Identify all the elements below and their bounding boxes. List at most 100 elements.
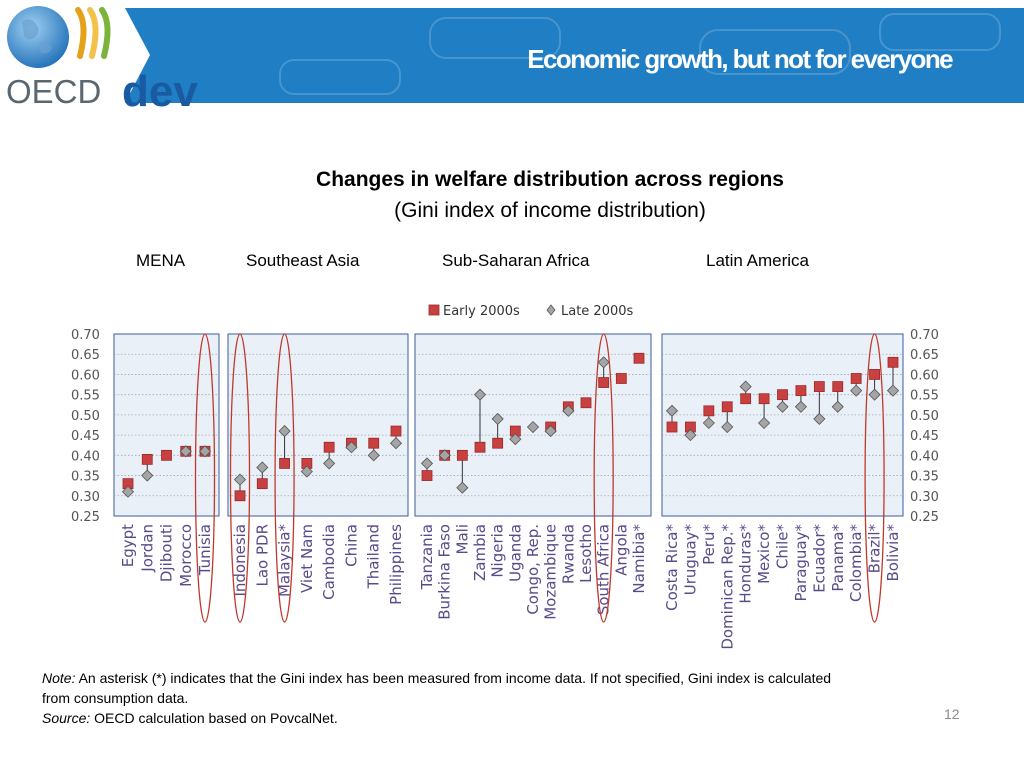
country-label-egypt: Egypt <box>119 524 137 567</box>
svg-text:dev: dev <box>122 67 198 108</box>
country-label-congo-rep: Congo, Rep. <box>524 524 542 615</box>
early-2000s-point <box>721 401 733 413</box>
header-banner: OECD dev <box>0 0 1024 108</box>
late-2000s-point <box>562 404 575 417</box>
y-tick-label-right: 0.35 <box>910 470 939 485</box>
y-tick-label-left: 0.55 <box>71 389 100 404</box>
y-tick-label-left: 0.35 <box>71 470 100 485</box>
country-label-mali: Mali <box>453 524 471 554</box>
panel-sub-saharan-africa: Tanzania Burkina Faso Mali Zambia Nigeria Uga… <box>414 333 652 623</box>
late-2000s-point <box>868 388 881 401</box>
svg-text:OECD: OECD <box>6 73 101 108</box>
early-2000s-point <box>615 373 627 384</box>
country-label-tanzania: Tanzania <box>418 524 436 590</box>
late-2000s-point <box>665 404 679 417</box>
late-2000s-point <box>121 485 135 498</box>
panel-southeast-asia: Indonesia Lao PDR Malaysia* Viet Nam Cambodi… <box>227 333 409 623</box>
legend-late-marker <box>546 304 556 316</box>
country-label-chile: Chile* <box>774 524 792 570</box>
late-2000s-point <box>886 384 900 397</box>
late-2000s-point <box>420 457 434 470</box>
late-2000s-point <box>198 445 212 458</box>
late-2000s-point <box>491 412 504 425</box>
slide-title: Economic growth, but not for everyone <box>527 44 953 74</box>
country-label-morocco: Morocco <box>177 524 195 587</box>
country-label-angola: Angola <box>612 524 630 576</box>
early-2000s-point <box>492 437 504 449</box>
early-2000s-point <box>279 458 290 469</box>
y-tick-label-left: 0.50 <box>71 409 100 424</box>
y-tick-label-left: 0.70 <box>71 328 100 343</box>
late-2000s-point <box>597 356 610 369</box>
globe-icon <box>7 6 69 68</box>
country-label-panama: Panama* <box>829 524 847 592</box>
country-label-brazil: Brazil* <box>866 524 884 574</box>
country-label-rwanda: Rwanda <box>559 524 577 584</box>
late-2000s-point <box>300 465 313 478</box>
country-label-jordan: Jordan <box>138 524 156 573</box>
late-2000s-point <box>544 425 557 438</box>
country-label-viet-nam: Viet Nam <box>298 524 316 593</box>
highlight-oval-malaysia <box>274 333 295 623</box>
highlight-oval-tunisia <box>194 333 216 623</box>
early-2000s-point <box>323 441 335 453</box>
late-2000s-point <box>850 384 863 397</box>
y-tick-label-right: 0.65 <box>910 348 939 363</box>
country-label-malaysia: Malaysia* <box>276 524 294 598</box>
late-2000s-point <box>141 469 154 482</box>
early-2000s-point <box>832 381 844 392</box>
chart-subtitle: (Gini index of income distribution) <box>394 199 706 222</box>
highlight-oval-indonesia <box>229 333 251 623</box>
early-2000s-point <box>758 393 770 405</box>
source-text: OECD calculation based on PovcalNet. <box>90 710 338 726</box>
late-2000s-point <box>233 473 247 486</box>
late-2000s-point <box>278 425 291 438</box>
country-label-djibouti: Djibouti <box>158 524 176 582</box>
early-2000s-point <box>421 470 433 481</box>
highlight-oval-south-africa <box>593 333 614 623</box>
late-2000s-point <box>509 433 522 446</box>
early-2000s-point <box>580 397 592 409</box>
early-2000s-point <box>368 437 380 449</box>
source-label: Source: <box>42 710 91 726</box>
oecd-logo: OECD dev <box>6 6 198 108</box>
y-tick-label-right: 0.55 <box>910 389 939 404</box>
early-2000s-point <box>390 425 402 437</box>
legend-early-marker <box>428 304 440 316</box>
late-2000s-point <box>179 445 192 458</box>
early-2000s-point <box>666 421 678 433</box>
country-label-paraguay: Paraguay* <box>792 524 810 602</box>
country-label-cambodia: Cambodia <box>320 524 338 600</box>
chart-title: Changes in welfare distribution across r… <box>316 168 784 191</box>
late-2000s-point <box>831 400 844 413</box>
early-2000s-point <box>777 389 788 401</box>
panel-background <box>661 333 904 517</box>
y-tick-label-left: 0.30 <box>71 490 100 505</box>
legend-late-label: Late 2000s <box>561 304 634 319</box>
page-number: 12 <box>944 706 960 722</box>
late-2000s-point <box>813 412 826 425</box>
country-label-bolivia: Bolivia* <box>884 524 902 582</box>
y-tick-label-left: 0.25 <box>71 510 100 525</box>
y-tick-label-left: 0.45 <box>71 429 100 444</box>
y-tick-label-right: 0.70 <box>910 328 939 343</box>
note-line: Note: An asterisk (*) indicates that the… <box>42 668 852 708</box>
late-2000s-point <box>389 437 403 450</box>
late-2000s-point <box>702 416 715 430</box>
early-2000s-point <box>234 490 246 502</box>
y-tick-label-left: 0.60 <box>71 368 100 383</box>
early-2000s-point <box>141 453 153 465</box>
early-2000s-point <box>598 377 610 388</box>
y-tick-label-left: 0.40 <box>71 449 100 464</box>
country-label-ecuador: Ecuador* <box>810 524 828 593</box>
country-label-colombia: Colombia* <box>847 524 865 602</box>
late-2000s-point <box>256 461 269 474</box>
legend-early-label: Early 2000s <box>443 304 520 319</box>
region-label-latin-america: Latin America <box>706 251 809 270</box>
early-2000s-point <box>703 405 715 417</box>
early-2000s-point <box>869 369 880 380</box>
country-label-peru: Peru* <box>700 524 718 565</box>
y-tick-label-right: 0.25 <box>910 510 939 525</box>
country-label-thailand: Thailand <box>365 524 383 589</box>
early-2000s-point <box>633 352 645 364</box>
